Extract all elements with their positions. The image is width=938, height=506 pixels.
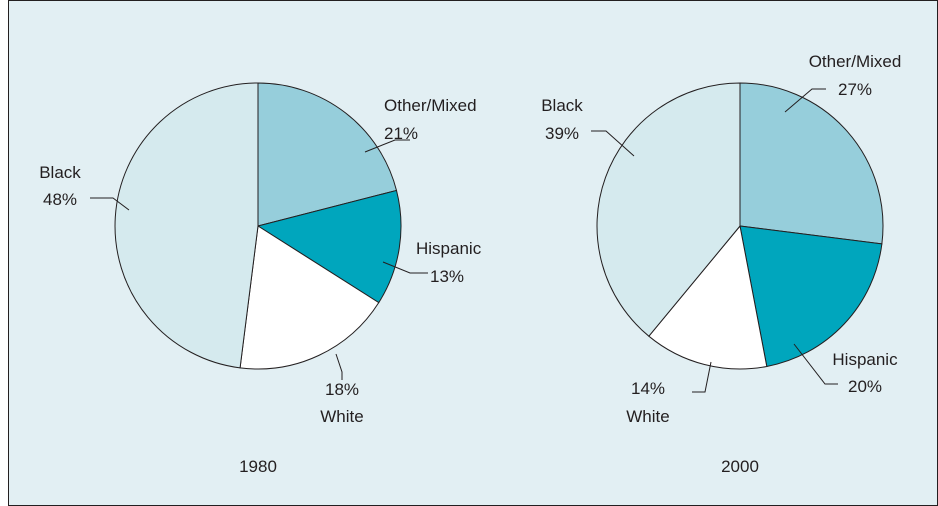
pie-2000-slice-hispanic	[739, 225, 883, 368]
pies-layer	[114, 82, 884, 370]
pie-2000-other-mixed-percent-label: 27%	[838, 80, 872, 99]
labels-layer: Other/Mixed 21% Hispanic 13% 18% White Black 48…	[39, 52, 901, 476]
pie-1980-hispanic-percent-label: 13%	[430, 267, 464, 286]
pie-1980-slice-hispanic	[256, 189, 402, 304]
pie-1980-leader-white	[335, 353, 343, 380]
pie-1980-other-mixed-percent-label: 21%	[384, 124, 418, 143]
pie-2000-title: 2000	[721, 457, 759, 476]
pie-2000-black-percent-label: 39%	[545, 124, 579, 143]
pie-1980-leader-hispanic	[382, 261, 428, 274]
pie-1980-leader-other-mixed	[364, 139, 410, 153]
pie-2000-white-percent-label: 14%	[631, 379, 665, 398]
pie-2000-leader-white	[692, 361, 712, 393]
pie-1980-leader-black	[90, 197, 130, 211]
pie-2000-leader-hispanic	[793, 343, 838, 385]
pie-2000-leader-other-mixed	[784, 88, 826, 113]
pie-2000-slice-black	[596, 82, 741, 337]
pie-1980-white-category-label: White	[320, 407, 363, 426]
leader-lines-layer	[90, 88, 838, 393]
pie-1980-title: 1980	[239, 457, 277, 476]
pie-1980-other-mixed-category-label: Other/Mixed	[384, 96, 477, 115]
pie-1980-slice-white	[239, 225, 380, 370]
pie-1980-white-percent-label: 18%	[325, 380, 359, 399]
pie-2000-black-category-label: Black	[541, 96, 583, 115]
pie-2000-leader-black	[591, 130, 635, 157]
pie-2000-white-category-label: White	[626, 407, 669, 426]
pie-2000-slice-white	[648, 224, 768, 370]
pie-2000-other-mixed-category-label: Other/Mixed	[809, 52, 902, 71]
pie-2000-hispanic-category-label: Hispanic	[832, 350, 898, 369]
pie-1980-black-percent-label: 48%	[43, 190, 77, 209]
pie-1980-slice-black	[114, 82, 259, 369]
pie-2000-slice-other-mixed	[739, 82, 884, 245]
pie-1980-slice-other-mixed	[257, 82, 398, 227]
pie-2000-hispanic-percent-label: 20%	[848, 377, 882, 396]
pie-1980-hispanic-category-label: Hispanic	[416, 239, 482, 258]
pie-1980-black-category-label: Black	[39, 163, 81, 182]
